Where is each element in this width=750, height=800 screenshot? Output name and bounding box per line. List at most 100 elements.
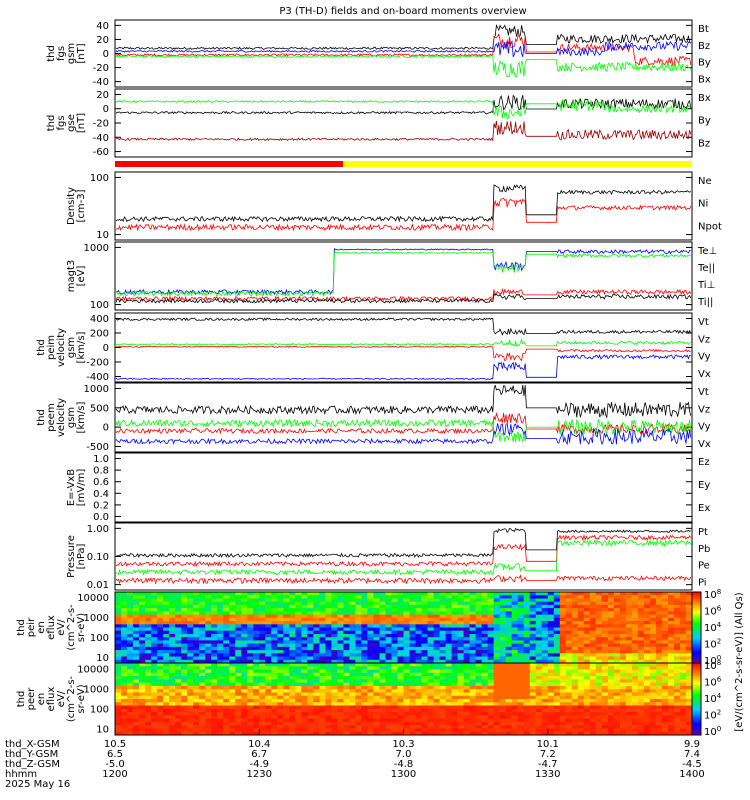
- panel-frame: [114, 88, 693, 158]
- colorbar-tick-label: 106: [704, 605, 722, 618]
- y-tick-label: -60: [93, 147, 109, 158]
- legend-Ne: Ne: [698, 176, 712, 187]
- chart-title: P3 (TH-D) fields and on-board moments ov…: [279, 6, 526, 17]
- y-tick-label: 20: [96, 90, 109, 101]
- y-tick-label: 10: [96, 230, 109, 241]
- legend-Bz: Bz: [698, 41, 710, 52]
- panel-frame: [114, 171, 693, 241]
- colorbar-tick-label: 106: [704, 676, 722, 689]
- x-tick-label: -5.0: [105, 759, 125, 770]
- y-axis-label: peir: [26, 617, 37, 637]
- panel-peem_velocity: thd peem velocity gsm [km/s] 1000 500 0 -500 Vt Vz…: [36, 382, 711, 453]
- panel-frame: [114, 19, 693, 88]
- legend-By: By: [698, 58, 711, 69]
- colorbar-label: [eV/(cm^2-s-sr-eV)] (All Qs): [734, 592, 745, 731]
- y-axis-label: fgs: [56, 115, 67, 130]
- x-tick-label: 6.5: [107, 749, 123, 760]
- x-tick-label: 10.4: [248, 739, 270, 750]
- y-tick-label: 100: [90, 173, 109, 184]
- panel-frame: [114, 522, 693, 591]
- panel-temperature: magt3 [eV] 1000 100 Te⊥ Te|| Ti⊥ Ti||: [66, 241, 717, 311]
- colorbar-tick-label: 100: [704, 654, 721, 667]
- legend-Bx: Bx: [698, 74, 711, 85]
- x-tick-label: 10.5: [104, 739, 126, 750]
- legend-Ez: Ez: [698, 457, 710, 468]
- x-tick-label: 1200: [102, 769, 127, 780]
- y-axis-label: (cm^2-s-: [66, 675, 77, 722]
- x-axis-row-label: thd_X-GSM: [5, 739, 60, 750]
- y-axis-label: magt3: [66, 260, 77, 293]
- y-axis-label: peim: [46, 335, 57, 360]
- y-tick-label: 1.0: [93, 454, 109, 465]
- panel-peim_velocity: thd peim velocity gsm [km/s]400 200 0 -200 -400 V…: [36, 312, 711, 383]
- y-axis-label: thd: [16, 691, 27, 708]
- y-axis-label: thd: [36, 409, 47, 426]
- x-tick-label: 1300: [391, 769, 416, 780]
- y-axis-label: eflux: [46, 615, 57, 640]
- y-tick-label: 1000: [84, 384, 109, 395]
- x-axis-row-label: thd_Z-GSM: [5, 759, 60, 770]
- y-axis-label: peer: [26, 687, 37, 711]
- y-axis-label: [eV]: [76, 266, 87, 287]
- x-tick-label: 9.9: [684, 739, 700, 750]
- y-axis-label: peem: [46, 403, 57, 431]
- colorbar-tick-label: 100: [704, 725, 721, 738]
- y-tick-label: 40: [96, 21, 109, 32]
- y-tick-label: 1000: [84, 684, 109, 695]
- colorbar-tick-label: 104: [704, 692, 722, 705]
- colorbar-tick-label: 102: [704, 638, 721, 651]
- y-tick-label: 10: [96, 653, 109, 664]
- y-axis-label: [km/s]: [76, 331, 87, 363]
- y-tick-label: 0.2: [93, 500, 109, 511]
- y-axis-label: velocity: [56, 328, 67, 367]
- y-tick-label: 0.01: [87, 580, 109, 591]
- y-tick-label: 1.00: [87, 524, 109, 535]
- y-tick-label: 0: [103, 423, 109, 434]
- legend-Ti⊥: Ti⊥: [697, 280, 715, 291]
- panel-frame: [114, 312, 693, 383]
- y-axis-label: eflux: [46, 687, 57, 712]
- y-axis-label: gsm: [66, 407, 77, 428]
- legend-Vt: Vt: [698, 387, 709, 398]
- y-axis-label: gse: [66, 114, 77, 132]
- legend-Vz: Vz: [698, 334, 710, 345]
- legend-Pb: Pb: [698, 544, 710, 555]
- panel-density: Density [cm-3]100 10 Ne Ni Npot: [66, 171, 722, 241]
- legend-Bz: Bz: [698, 138, 710, 149]
- y-axis-label: Density: [66, 187, 77, 225]
- panel-peir_spectrogram: thd peir en eflux eV/(cm^2-s-sr-eV) 10000 1000…: [16, 591, 693, 664]
- x-tick-label: 7.2: [540, 749, 556, 760]
- y-tick-label: 400: [90, 314, 109, 325]
- panel-frame: [114, 452, 693, 523]
- y-tick-label: 1000: [84, 613, 109, 624]
- legend-Ex: Ex: [698, 503, 710, 514]
- x-tick-label: 6.7: [251, 749, 267, 760]
- y-axis-label: [nT]: [76, 113, 87, 133]
- colorbar-tick-label: 104: [704, 621, 722, 634]
- legend-Vy: Vy: [698, 352, 711, 363]
- y-tick-label: -20: [93, 119, 109, 130]
- panel-frame: [114, 241, 693, 311]
- y-tick-label: -20: [93, 63, 109, 74]
- spectrogram-cells: [115, 663, 692, 735]
- panel-fgs_gsm: thd fgs gsm [nT] 40 20 0 -20 -40 Bt Bz By Bx: [46, 19, 711, 88]
- y-axis-label: sr-eV): [76, 613, 87, 642]
- y-tick-label: -40: [93, 77, 109, 88]
- y-tick-label: 10: [96, 725, 109, 736]
- legend-Vz: Vz: [698, 404, 710, 415]
- y-tick-label: -200: [86, 357, 109, 368]
- legend-Bx: Bx: [698, 93, 711, 104]
- y-axis-label: [nPa]: [76, 543, 87, 569]
- y-tick-label: 1000: [84, 243, 109, 254]
- y-axis-label: en: [36, 621, 47, 634]
- y-tick-label: 20: [96, 35, 109, 46]
- y-tick-label: 0.0: [93, 512, 109, 523]
- y-tick-label: 10000: [77, 664, 109, 675]
- y-tick-label: 0.6: [93, 477, 109, 488]
- colorbar-tick-label: 102: [704, 709, 721, 722]
- x-tick-label: -4.8: [394, 759, 414, 770]
- x-tick-label: 10.3: [392, 739, 414, 750]
- y-axis-label: velocity: [56, 398, 67, 437]
- y-tick-label: -500: [86, 442, 109, 453]
- y-tick-label: 100: [90, 705, 109, 716]
